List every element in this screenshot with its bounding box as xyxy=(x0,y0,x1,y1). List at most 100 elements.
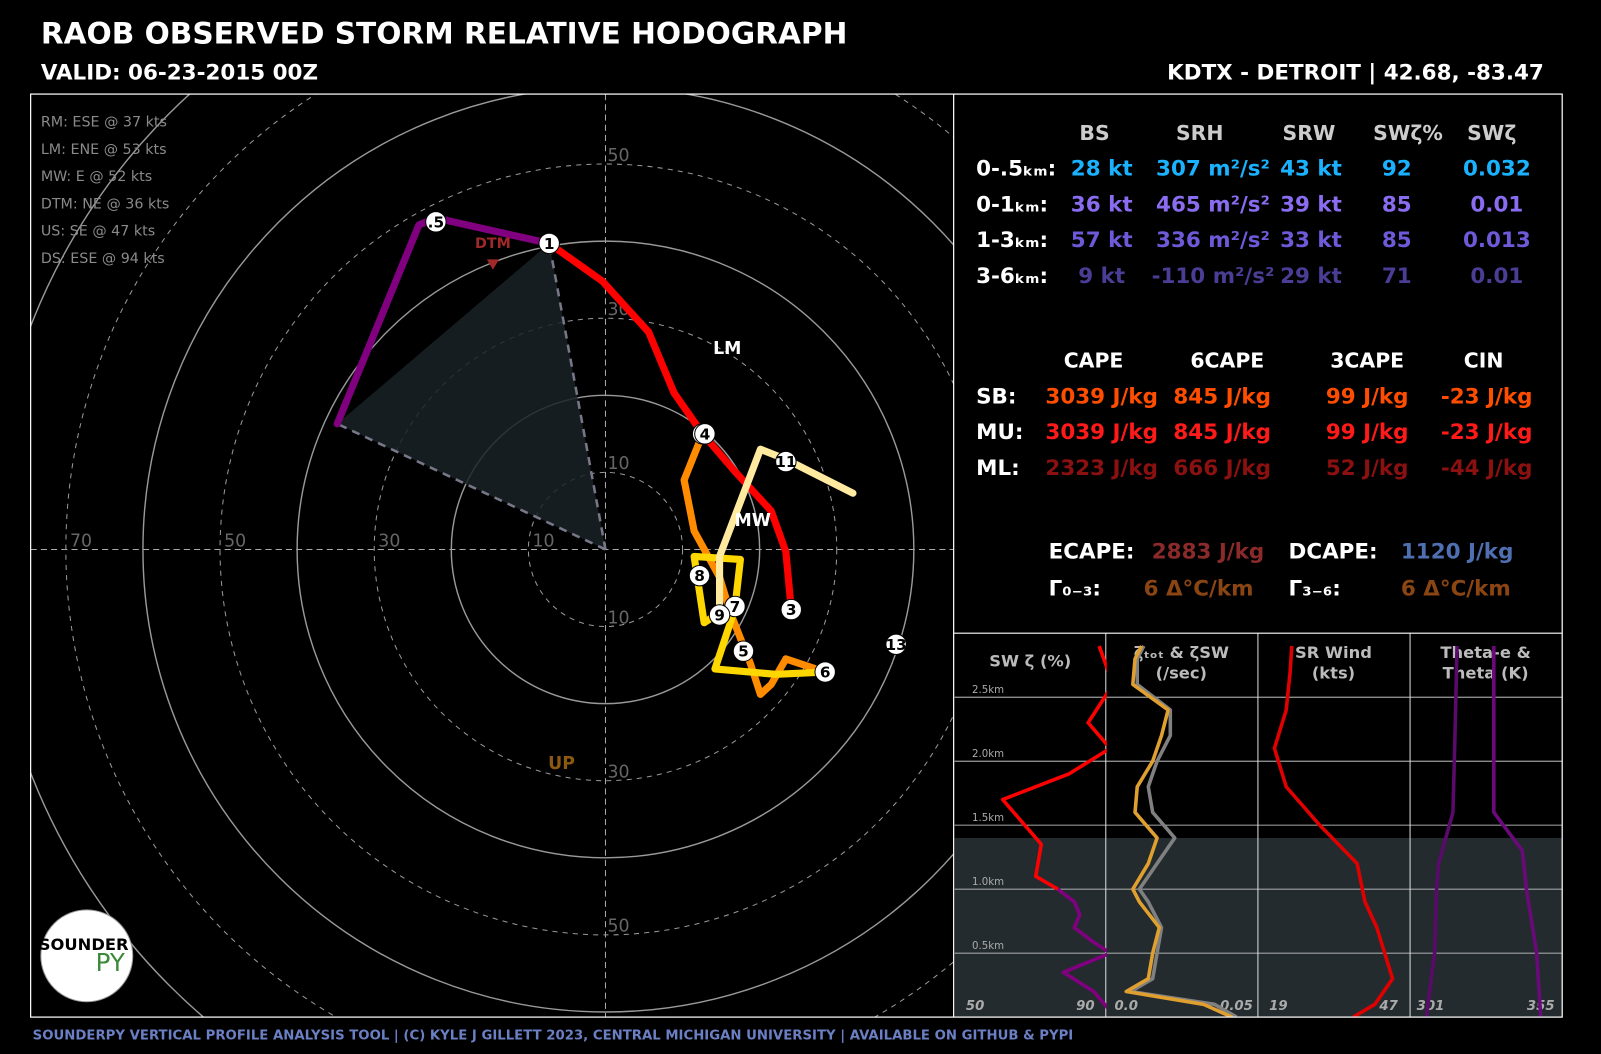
motion-label: LM xyxy=(713,339,741,359)
frame xyxy=(30,93,1563,1018)
column-header: 6CAPE xyxy=(1190,349,1264,373)
table-cell: 2323 J/kg xyxy=(1045,456,1158,481)
storm-motion: RM: ESE @ 37 kts xyxy=(41,115,167,131)
right-panel: BS SRH SRW SWζ% SWζ 0-.5ₖₘ: 28 kt 307 m²/s² 43 k… xyxy=(954,121,1563,1018)
table-cell: 57 kt xyxy=(1071,228,1133,253)
ring-label: 30 xyxy=(378,531,400,551)
column-header: SRH xyxy=(1176,121,1224,145)
motion-label: DTM xyxy=(475,236,511,252)
height-label: 13 xyxy=(885,636,906,654)
motion-label: UP xyxy=(548,754,575,774)
height-tick-label: 0.5km xyxy=(972,941,1004,952)
height-marker xyxy=(694,423,716,445)
row-label: SB: xyxy=(976,384,1016,409)
panel-title: (kts) xyxy=(1312,664,1355,683)
ring-label: 10 xyxy=(608,454,630,474)
ring-label: 10 xyxy=(532,531,554,551)
hodograph-trace xyxy=(715,445,857,617)
title: RAOB OBSERVED STORM RELATIVE HODOGRAPH xyxy=(41,16,848,50)
table-cell: 845 J/kg xyxy=(1173,420,1271,445)
height-marker xyxy=(814,661,836,683)
table-cell: 3039 J/kg xyxy=(1045,420,1158,445)
table-cell: 85 xyxy=(1382,192,1412,217)
column-header: CAPE xyxy=(1064,349,1124,373)
height-marker xyxy=(885,633,907,656)
index-value: 1120 J/kg xyxy=(1401,540,1514,565)
panel-title: Theta-e & xyxy=(1440,643,1530,662)
column-header: BS xyxy=(1079,121,1109,145)
ring xyxy=(142,94,954,1013)
height-label: 8 xyxy=(694,567,705,585)
critical-edge xyxy=(336,422,607,551)
table-cell: 71 xyxy=(1382,264,1412,289)
storm-motion: DTM: NE @ 36 kts xyxy=(41,196,169,212)
ring xyxy=(219,163,954,936)
table-cell: -110 m²/s² xyxy=(1152,264,1275,289)
x-tick-label: 0.05 xyxy=(1220,999,1253,1014)
table-cell: 0.032 xyxy=(1463,157,1531,182)
profile-line xyxy=(1424,645,1459,1018)
height-marker xyxy=(708,604,731,626)
column-header: SWζ% xyxy=(1373,121,1443,145)
storm-motion: US: SE @ 47 kts xyxy=(41,224,155,240)
table-cell: 3039 J/kg xyxy=(1045,384,1158,409)
critical-edge xyxy=(547,243,607,550)
x-tick-label: 47 xyxy=(1378,999,1398,1014)
motion-label: MW xyxy=(735,511,771,531)
critical-angle xyxy=(337,243,606,550)
hodograph: 101010303030505050707070.51243567891113D… xyxy=(30,94,954,1018)
table-cell: 9 kt xyxy=(1078,264,1125,289)
ring-label: 70 xyxy=(70,531,92,551)
table-cell: 52 J/kg xyxy=(1326,456,1409,481)
index-label: Γ₀₋₃: xyxy=(1049,576,1101,601)
motion-marker xyxy=(486,259,500,270)
row-label: ML: xyxy=(976,456,1020,481)
table-cell: 99 J/kg xyxy=(1326,384,1409,409)
ring xyxy=(450,394,761,705)
table-cell: 0.01 xyxy=(1470,192,1523,217)
height-marker xyxy=(732,640,755,662)
storm-motion: LM: ENE @ 53 kts xyxy=(41,142,167,158)
table-cell: 36 kt xyxy=(1071,192,1133,217)
logo: SOUNDER PY xyxy=(39,909,134,1003)
ring-label: 10 xyxy=(608,608,630,628)
table-cell: 29 kt xyxy=(1280,264,1342,289)
table-cell: 666 J/kg xyxy=(1173,456,1271,481)
ring-label: 50 xyxy=(608,146,630,166)
valid-time: VALID: 06-23-2015 00Z xyxy=(41,61,318,86)
table-cell: 33 kt xyxy=(1280,228,1342,253)
station: KDTX - DETROIT | 42.68, -83.47 xyxy=(1167,61,1544,86)
x-tick-label: 90 xyxy=(1076,999,1094,1014)
table-cell: 0.013 xyxy=(1463,228,1531,253)
height-label: 5 xyxy=(738,643,749,661)
panel-title: SR Wind xyxy=(1295,643,1372,662)
height-tick-label: 1.0km xyxy=(972,877,1004,888)
logo-text: SOUNDER xyxy=(39,935,129,954)
height-tick-label: 2.5km xyxy=(972,685,1004,696)
profile-line xyxy=(1056,887,1107,1010)
ring xyxy=(527,471,684,628)
height-label: 4 xyxy=(700,425,711,443)
table-cell: 845 J/kg xyxy=(1173,384,1271,409)
table-cell: 39 kt xyxy=(1280,192,1342,217)
ring xyxy=(296,240,915,859)
footer: SOUNDERPY VERTICAL PROFILE ANALYSIS TOOL… xyxy=(33,1028,1074,1043)
storm-motion: DS: ESE @ 94 kts xyxy=(41,251,165,267)
index-value: 2883 J/kg xyxy=(1152,540,1265,565)
table-cell: 336 m²/s² xyxy=(1156,228,1270,253)
height-marker xyxy=(688,564,711,587)
column-header: SRW xyxy=(1283,121,1336,145)
row-label: 1-3ₖₘ: xyxy=(976,228,1048,253)
table-cell: -23 J/kg xyxy=(1441,384,1533,409)
profile-line xyxy=(1272,645,1395,1018)
index-value: 6 Δ°C/km xyxy=(1144,576,1254,601)
ring-label: 50 xyxy=(224,531,246,551)
column-header: 3CAPE xyxy=(1330,349,1404,373)
x-tick-label: 0.0 xyxy=(1114,999,1138,1014)
height-marker xyxy=(425,211,447,233)
height-marker xyxy=(538,232,560,255)
profile-line xyxy=(1492,645,1543,1018)
index-label: DCAPE: xyxy=(1289,540,1378,565)
height-label: 6 xyxy=(820,664,831,682)
table-cell: -23 J/kg xyxy=(1441,420,1533,445)
